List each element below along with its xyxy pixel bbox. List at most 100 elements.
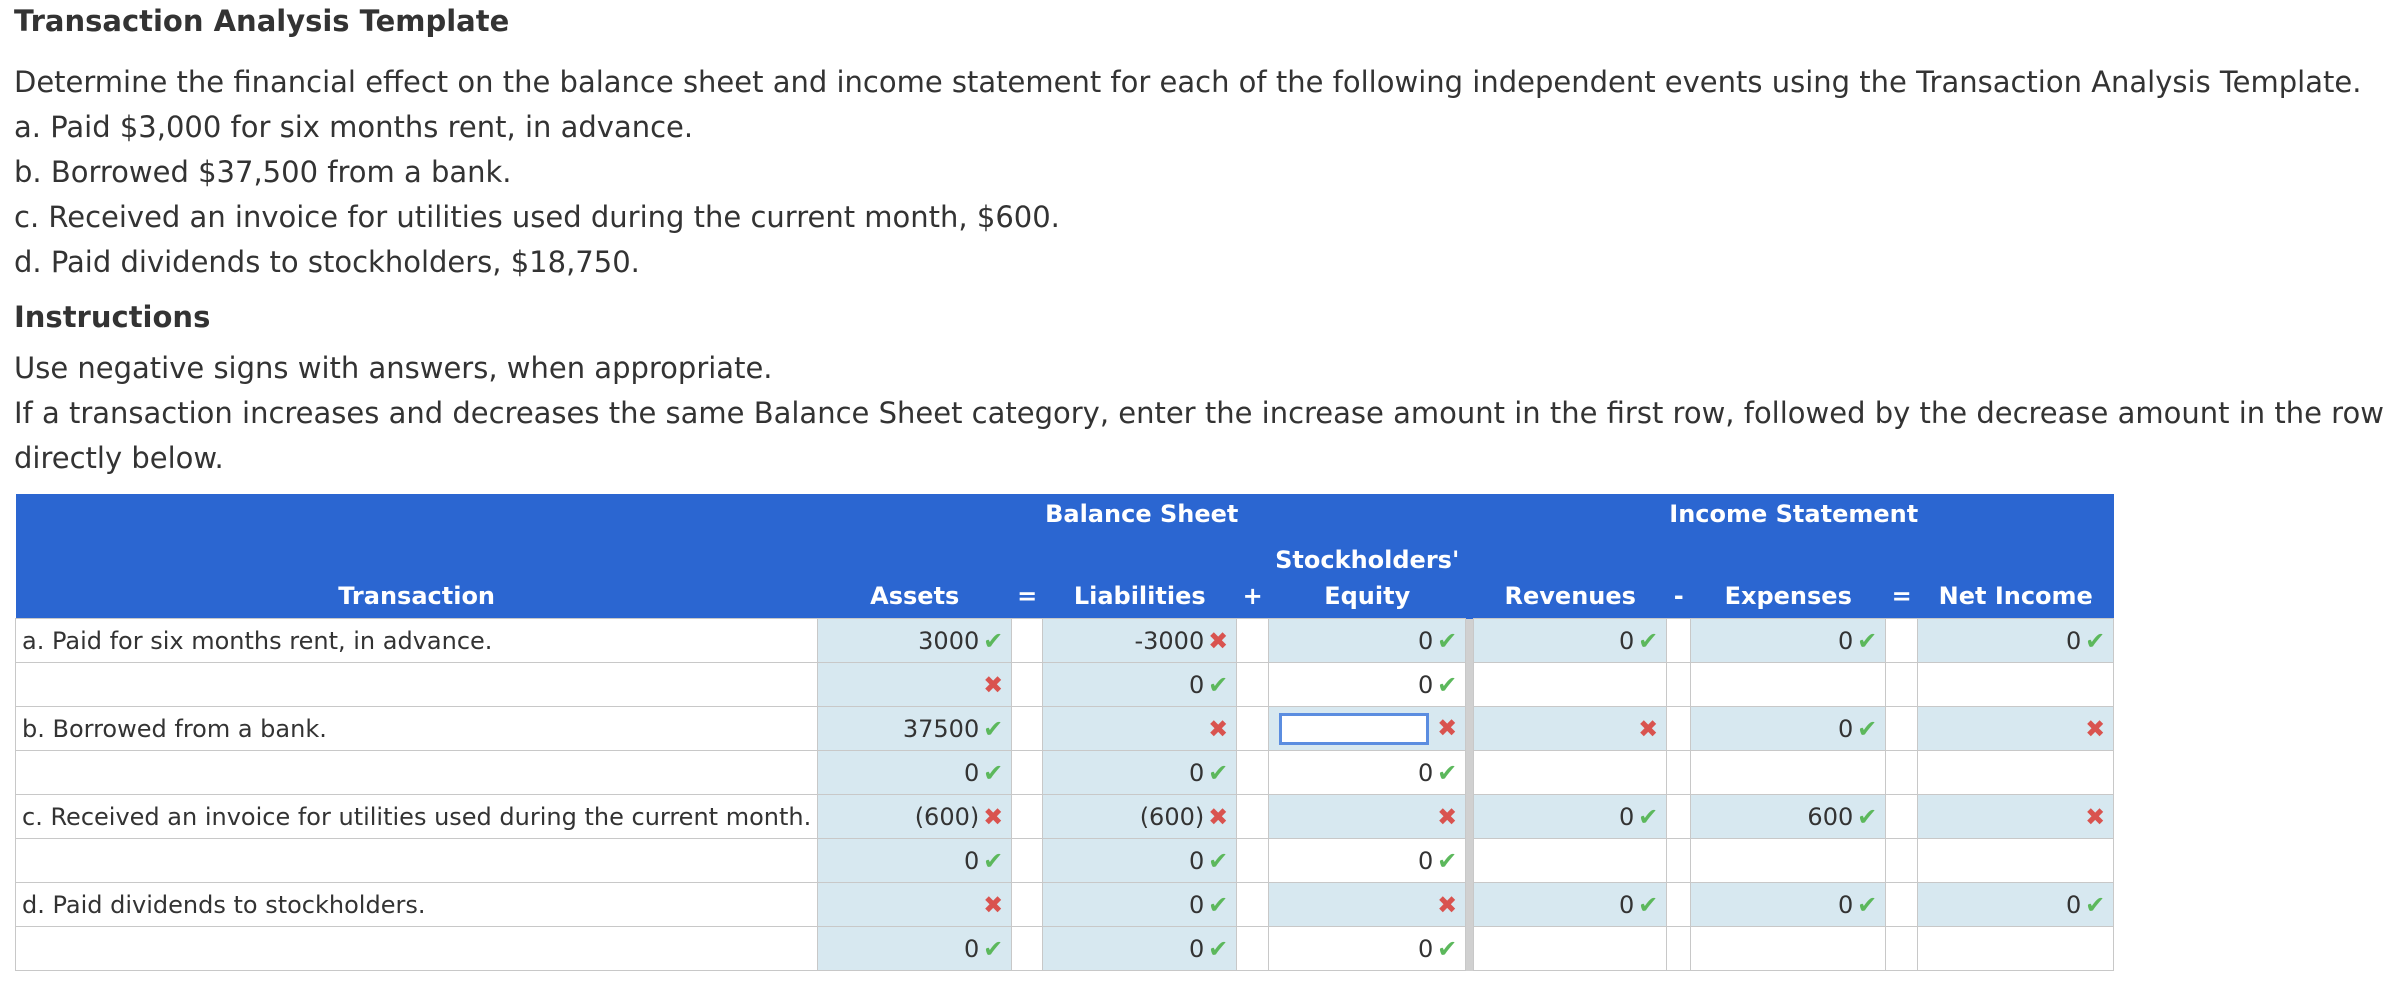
value-cell: 0✔ xyxy=(1043,751,1237,795)
value-cell: 0✔ xyxy=(1691,707,1886,751)
value-cell: 0✔ xyxy=(1691,883,1886,927)
cell-value: 3000 xyxy=(918,627,979,655)
cell-value: 0 xyxy=(1418,627,1433,655)
operator-cell xyxy=(1667,839,1691,883)
operator-cell xyxy=(1886,795,1918,839)
operator-cell xyxy=(1667,663,1691,707)
operator-cell xyxy=(1667,927,1691,971)
cross-icon: ✖ xyxy=(1433,714,1461,742)
event: b. Borrowed $37,500 from a bank. xyxy=(14,150,2389,195)
column-header: Assets xyxy=(818,534,1012,619)
table-row: ✖0✔0✔ xyxy=(16,663,2114,707)
check-icon: ✔ xyxy=(979,935,1007,963)
operator-cell xyxy=(1012,927,1043,971)
check-icon: ✔ xyxy=(1433,627,1461,655)
operator-cell xyxy=(1237,927,1269,971)
cell-value: 0 xyxy=(2066,891,2081,919)
intro: Determine the financial effect on the ba… xyxy=(14,60,2389,105)
cross-icon: ✖ xyxy=(979,671,1007,699)
operator-cell xyxy=(1237,839,1269,883)
check-icon: ✔ xyxy=(1204,847,1232,875)
spacer xyxy=(1466,927,1474,971)
check-icon: ✔ xyxy=(1433,759,1461,787)
cell-value: 0 xyxy=(1418,935,1433,963)
operator-cell xyxy=(1012,707,1043,751)
value-cell: (600)✖ xyxy=(1043,795,1237,839)
transaction-cell: c. Received an invoice for utilities use… xyxy=(16,795,818,839)
value-cell: 37500✔ xyxy=(818,707,1012,751)
cell-value: 600 xyxy=(1807,803,1853,831)
answer-input[interactable] xyxy=(1279,713,1429,745)
value-cell: 0✔ xyxy=(818,751,1012,795)
operator-cell xyxy=(1886,619,1918,663)
operator-cell xyxy=(1667,883,1691,927)
cell-value: 0 xyxy=(1619,803,1634,831)
cell-value: 0 xyxy=(964,935,979,963)
operator-cell xyxy=(1886,883,1918,927)
operator-cell xyxy=(1667,751,1691,795)
check-icon: ✔ xyxy=(1853,891,1881,919)
event: c. Received an invoice for utilities use… xyxy=(14,195,2389,240)
operator-cell xyxy=(1012,795,1043,839)
operator-cell xyxy=(1667,619,1691,663)
value-cell xyxy=(1918,751,2114,795)
value-cell: 0✔ xyxy=(1269,927,1466,971)
check-icon: ✔ xyxy=(979,715,1007,743)
table-row: 0✔0✔0✔ xyxy=(16,839,2114,883)
value-cell: 0✔ xyxy=(1691,619,1886,663)
value-cell: ✖ xyxy=(1918,707,2114,751)
check-icon: ✔ xyxy=(1853,715,1881,743)
operator-cell xyxy=(1237,619,1269,663)
cell-value: 0 xyxy=(964,759,979,787)
table-row: c. Received an invoice for utilities use… xyxy=(16,795,2114,839)
value-cell: 0✔ xyxy=(818,927,1012,971)
check-icon: ✔ xyxy=(1634,627,1662,655)
spacer xyxy=(1466,663,1474,707)
value-cell: 0✔ xyxy=(1474,883,1667,927)
cell-value: 0 xyxy=(1418,847,1433,875)
transaction-cell xyxy=(16,927,818,971)
cell-value: 37500 xyxy=(903,715,979,743)
value-cell: ✖ xyxy=(1269,795,1466,839)
transaction-cell: d. Paid dividends to stockholders. xyxy=(16,883,818,927)
check-icon: ✔ xyxy=(1433,671,1461,699)
value-cell: 0✔ xyxy=(1043,927,1237,971)
cell-value: 0 xyxy=(1838,715,1853,743)
value-cell xyxy=(1918,839,2114,883)
spacer xyxy=(1466,795,1474,839)
value-cell: ✖ xyxy=(1269,707,1466,751)
transaction-cell xyxy=(16,839,818,883)
check-icon: ✔ xyxy=(1853,803,1881,831)
check-icon: ✔ xyxy=(1204,759,1232,787)
instructions-heading: Instructions xyxy=(14,300,210,334)
check-icon: ✔ xyxy=(1853,627,1881,655)
operator-cell xyxy=(1886,751,1918,795)
operator-cell xyxy=(1237,707,1269,751)
column-header: Transaction xyxy=(16,534,818,619)
cross-icon: ✖ xyxy=(979,891,1007,919)
cross-icon: ✖ xyxy=(1433,803,1461,831)
value-cell: -3000✖ xyxy=(1043,619,1237,663)
value-cell: ✖ xyxy=(1474,707,1667,751)
operator-cell xyxy=(1886,839,1918,883)
operator-cell xyxy=(1012,751,1043,795)
operator-cell xyxy=(1012,663,1043,707)
cell-value: (600) xyxy=(1140,803,1205,831)
cell-value: 0 xyxy=(1189,847,1204,875)
check-icon: ✔ xyxy=(1634,803,1662,831)
value-cell: 0✔ xyxy=(818,839,1012,883)
value-cell xyxy=(1474,663,1667,707)
operator-cell xyxy=(1012,619,1043,663)
cell-value: 0 xyxy=(1838,891,1853,919)
event: d. Paid dividends to stockholders, $18,7… xyxy=(14,240,2389,285)
column-header: = xyxy=(1886,534,1918,619)
cell-value: 0 xyxy=(1189,935,1204,963)
operator-cell xyxy=(1886,927,1918,971)
column-header: Stockholders' Equity xyxy=(1269,534,1466,619)
value-cell: ✖ xyxy=(818,663,1012,707)
cell-value: 0 xyxy=(1619,891,1634,919)
value-cell xyxy=(1691,927,1886,971)
value-cell xyxy=(1691,751,1886,795)
cross-icon: ✖ xyxy=(2081,803,2109,831)
